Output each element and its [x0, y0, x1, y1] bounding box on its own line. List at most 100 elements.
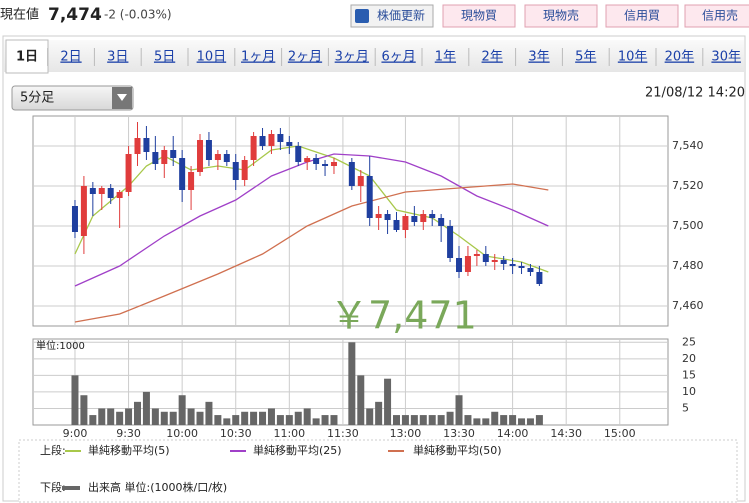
- volume-bar: [98, 408, 106, 425]
- candle-body: [259, 136, 266, 146]
- legend-box: [18, 439, 738, 503]
- tab[interactable]: 20年: [665, 50, 695, 65]
- candle-body: [134, 138, 141, 154]
- volume-bar: [89, 415, 97, 425]
- tab[interactable]: 1日: [16, 50, 38, 65]
- candle-body: [80, 186, 87, 236]
- volume-bar: [410, 415, 418, 425]
- x-tick-label: 10:30: [220, 427, 252, 440]
- candle-body: [205, 140, 212, 160]
- volume-bar: [348, 342, 356, 425]
- volume-bar: [455, 395, 463, 425]
- x-tick-label: 11:30: [327, 427, 359, 440]
- tab-bar: [4, 40, 744, 72]
- button-label: 株価更新: [377, 8, 425, 23]
- candle-body: [366, 176, 373, 218]
- tab[interactable]: 2年: [482, 50, 503, 65]
- volume-bar: [526, 418, 534, 425]
- candle-body: [429, 214, 436, 218]
- volume-bar: [500, 415, 508, 425]
- y-tick-label: 7,520: [672, 179, 704, 192]
- tab[interactable]: 6ヶ月: [381, 50, 415, 65]
- tab[interactable]: 3年: [528, 50, 549, 65]
- volume-bar: [125, 408, 133, 425]
- volume-bar: [196, 411, 204, 425]
- button[interactable]: [442, 4, 516, 28]
- tab[interactable]: 2ヶ月: [288, 50, 322, 65]
- candle-body: [456, 258, 463, 272]
- candle-body: [411, 216, 418, 222]
- tab[interactable]: 30年: [711, 50, 741, 65]
- volume-bar: [321, 415, 329, 425]
- candle-body: [98, 188, 105, 194]
- volume-bar: [330, 415, 338, 425]
- candle-body: [393, 220, 400, 230]
- tab[interactable]: 2日: [60, 50, 81, 65]
- candle-body: [473, 254, 480, 256]
- tab[interactable]: 5日: [154, 50, 175, 65]
- candle-body: [384, 214, 391, 220]
- volume-bar: [446, 411, 454, 425]
- candle-body: [250, 136, 257, 160]
- volume-bar: [223, 418, 231, 425]
- candle-body: [188, 172, 195, 190]
- volume-bar: [303, 408, 311, 425]
- candle-body: [241, 160, 248, 180]
- volume-bar: [357, 375, 365, 425]
- y-tick-label: 15: [682, 368, 696, 381]
- tab-selected[interactable]: [5, 39, 49, 74]
- volume-bar: [464, 415, 472, 425]
- x-tick-label: 15:00: [604, 427, 636, 440]
- candle-body: [286, 142, 293, 146]
- candle-body: [375, 214, 382, 218]
- y-tick-label: 7,540: [672, 139, 704, 152]
- legend-label: 単純移動平均(25): [253, 443, 342, 457]
- button-label: 信用売: [702, 8, 738, 23]
- candle-body: [527, 268, 534, 272]
- candle-body: [482, 254, 489, 262]
- volume-bar: [107, 408, 115, 425]
- volume-bar: [384, 378, 392, 425]
- button[interactable]: [605, 4, 679, 28]
- button[interactable]: [684, 4, 749, 28]
- volume-bar: [241, 411, 249, 425]
- tab[interactable]: 5年: [575, 50, 596, 65]
- volume-bar: [509, 415, 517, 425]
- candle-body: [125, 154, 132, 192]
- tab[interactable]: 3日: [107, 50, 128, 65]
- price-change: -2 (-0.03%): [104, 8, 172, 22]
- volume-bar: [518, 418, 526, 425]
- volume-bar: [160, 411, 168, 425]
- candle-body: [223, 154, 230, 162]
- candle-body: [277, 134, 284, 142]
- candle-body: [170, 150, 177, 158]
- y-tick-label: 7,500: [672, 219, 704, 232]
- tab[interactable]: 10日: [197, 50, 227, 65]
- tab[interactable]: 3ヶ月: [335, 50, 369, 65]
- price-annotation: ￥7,471: [330, 294, 477, 338]
- interval-select[interactable]: [11, 85, 134, 111]
- datetime: 21/08/12 14:20: [645, 86, 745, 101]
- volume-bar: [71, 375, 79, 425]
- button[interactable]: [350, 4, 434, 28]
- legend-label: 単純移動平均(50): [413, 443, 502, 457]
- button-label: 信用買: [624, 9, 660, 23]
- refresh-icon: [355, 9, 369, 23]
- candle-body: [313, 158, 320, 164]
- candle-body: [71, 206, 78, 232]
- candle-body: [304, 158, 311, 162]
- candle-body: [116, 192, 123, 198]
- volume-bar: [473, 418, 481, 425]
- volume-bar: [294, 411, 302, 425]
- volume-bar: [116, 411, 124, 425]
- volume-bar: [437, 415, 445, 425]
- y-tick-label: 7,460: [672, 299, 704, 312]
- candle-body: [107, 188, 114, 198]
- candle-body: [232, 162, 239, 180]
- legend-label: 単純移動平均(5): [88, 443, 170, 457]
- tab[interactable]: 1ヶ月: [241, 50, 275, 65]
- tab[interactable]: 1年: [435, 50, 456, 65]
- tab[interactable]: 10年: [618, 50, 648, 65]
- button[interactable]: [524, 4, 598, 28]
